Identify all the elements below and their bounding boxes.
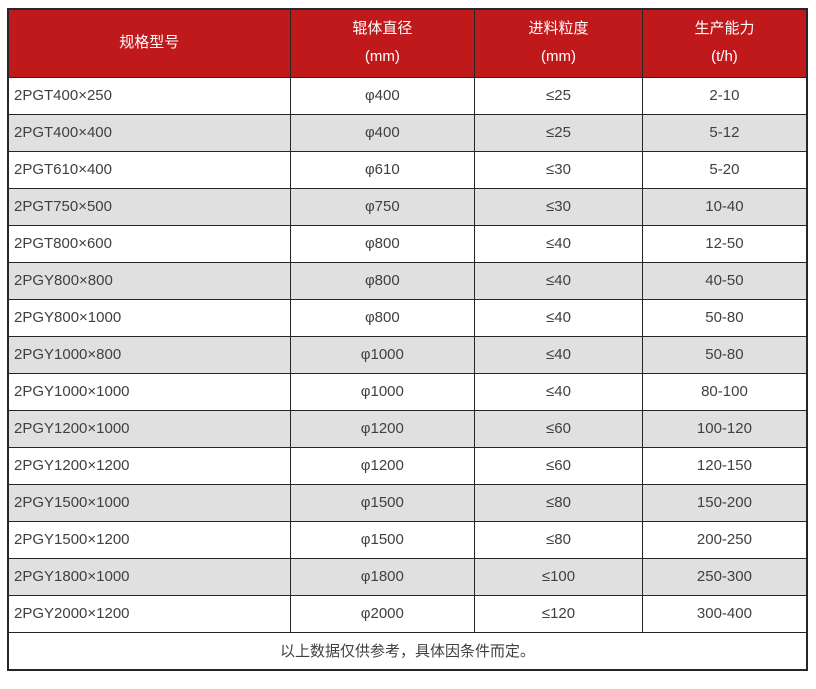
table-row: 2PGT400×250 φ400 ≤25 2-10 <box>7 76 808 115</box>
cell-capacity: 250-300 <box>641 557 808 596</box>
table-row: 2PGY800×800 φ800 ≤40 40-50 <box>7 261 808 300</box>
cell-roller-diameter: φ1200 <box>289 446 476 485</box>
table-row: 2PGT750×500 φ750 ≤30 10-40 <box>7 187 808 226</box>
cell-roller-diameter: φ800 <box>289 261 476 300</box>
cell-roller-diameter: φ1200 <box>289 409 476 448</box>
table-row: 2PGY1800×1000 φ1800 ≤100 250-300 <box>7 557 808 596</box>
table-footnote-row: 以上数据仅供参考，具体因条件而定。 <box>7 631 808 671</box>
cell-roller-diameter: φ1000 <box>289 372 476 411</box>
table-row: 2PGY1200×1200 φ1200 ≤60 120-150 <box>7 446 808 485</box>
header-cell-capacity: 生产能力 (t/h) <box>641 8 808 78</box>
table-row: 2PGT400×400 φ400 ≤25 5-12 <box>7 113 808 152</box>
cell-capacity: 200-250 <box>641 520 808 559</box>
cell-roller-diameter: φ1800 <box>289 557 476 596</box>
table-row: 2PGY1500×1200 φ1500 ≤80 200-250 <box>7 520 808 559</box>
header-capacity-title: 生产能力 <box>694 20 755 38</box>
cell-capacity: 80-100 <box>641 372 808 411</box>
cell-feed-size: ≤40 <box>474 224 643 263</box>
cell-feed-size: ≤100 <box>474 557 643 596</box>
cell-feed-size: ≤30 <box>474 150 643 189</box>
header-feed-size-unit: (mm) <box>541 48 576 66</box>
cell-feed-size: ≤40 <box>474 335 643 374</box>
cell-roller-diameter: φ400 <box>289 76 476 115</box>
header-capacity-unit: (t/h) <box>711 48 738 66</box>
footnote: 以上数据仅供参考，具体因条件而定。 <box>7 631 808 671</box>
cell-roller-diameter: φ800 <box>289 224 476 263</box>
cell-roller-diameter: φ400 <box>289 113 476 152</box>
spec-table: 规格型号 辊体直径 (mm) 进料粒度 (mm) 生产能力 (t/h) <box>7 8 808 671</box>
cell-model: 2PGT800×600 <box>7 224 291 263</box>
cell-feed-size: ≤80 <box>474 483 643 522</box>
cell-capacity: 100-120 <box>641 409 808 448</box>
cell-roller-diameter: φ1000 <box>289 335 476 374</box>
cell-capacity: 12-50 <box>641 224 808 263</box>
cell-model: 2PGY1800×1000 <box>7 557 291 596</box>
header-roller-diameter-unit: (mm) <box>364 48 400 66</box>
cell-feed-size: ≤40 <box>474 298 643 337</box>
cell-capacity: 300-400 <box>641 594 808 633</box>
table-row: 2PGT800×600 φ800 ≤40 12-50 <box>7 224 808 263</box>
table-row: 2PGY2000×1200 φ2000 ≤120 300-400 <box>7 594 808 633</box>
header-model-title: 规格型号 <box>119 34 180 52</box>
cell-feed-size: ≤40 <box>474 372 643 411</box>
cell-model: 2PGY800×800 <box>7 261 291 300</box>
cell-roller-diameter: φ750 <box>289 187 476 226</box>
table-header-row: 规格型号 辊体直径 (mm) 进料粒度 (mm) 生产能力 (t/h) <box>7 8 808 78</box>
cell-capacity: 50-80 <box>641 298 808 337</box>
cell-feed-size: ≤60 <box>474 446 643 485</box>
cell-capacity: 10-40 <box>641 187 808 226</box>
cell-model: 2PGT750×500 <box>7 187 291 226</box>
table-row: 2PGT610×400 φ610 ≤30 5-20 <box>7 150 808 189</box>
cell-model: 2PGT610×400 <box>7 150 291 189</box>
cell-model: 2PGY800×1000 <box>7 298 291 337</box>
cell-model: 2PGY1200×1000 <box>7 409 291 448</box>
cell-feed-size: ≤120 <box>474 594 643 633</box>
cell-model: 2PGT400×250 <box>7 76 291 115</box>
table-row: 2PGY1000×800 φ1000 ≤40 50-80 <box>7 335 808 374</box>
table-row: 2PGY1500×1000 φ1500 ≤80 150-200 <box>7 483 808 522</box>
table-row: 2PGY1000×1000 φ1000 ≤40 80-100 <box>7 372 808 411</box>
header-cell-roller-diameter: 辊体直径 (mm) <box>289 8 476 78</box>
header-cell-model: 规格型号 <box>7 8 291 78</box>
cell-model: 2PGY1500×1200 <box>7 520 291 559</box>
table-row: 2PGY800×1000 φ800 ≤40 50-80 <box>7 298 808 337</box>
cell-model: 2PGT400×400 <box>7 113 291 152</box>
header-feed-size-title: 进料粒度 <box>528 20 589 38</box>
cell-feed-size: ≤60 <box>474 409 643 448</box>
table-row: 2PGY1200×1000 φ1200 ≤60 100-120 <box>7 409 808 448</box>
cell-feed-size: ≤80 <box>474 520 643 559</box>
cell-feed-size: ≤25 <box>474 113 643 152</box>
cell-capacity: 5-20 <box>641 150 808 189</box>
cell-capacity: 50-80 <box>641 335 808 374</box>
cell-feed-size: ≤25 <box>474 76 643 115</box>
cell-feed-size: ≤40 <box>474 261 643 300</box>
cell-roller-diameter: φ1500 <box>289 483 476 522</box>
cell-capacity: 150-200 <box>641 483 808 522</box>
cell-roller-diameter: φ2000 <box>289 594 476 633</box>
cell-capacity: 5-12 <box>641 113 808 152</box>
cell-model: 2PGY1000×800 <box>7 335 291 374</box>
cell-capacity: 2-10 <box>641 76 808 115</box>
cell-roller-diameter: φ800 <box>289 298 476 337</box>
cell-model: 2PGY1000×1000 <box>7 372 291 411</box>
cell-model: 2PGY1200×1200 <box>7 446 291 485</box>
cell-capacity: 120-150 <box>641 446 808 485</box>
cell-capacity: 40-50 <box>641 261 808 300</box>
cell-model: 2PGY1500×1000 <box>7 483 291 522</box>
cell-feed-size: ≤30 <box>474 187 643 226</box>
cell-model: 2PGY2000×1200 <box>7 594 291 633</box>
cell-roller-diameter: φ610 <box>289 150 476 189</box>
header-cell-feed-size: 进料粒度 (mm) <box>474 8 643 78</box>
cell-roller-diameter: φ1500 <box>289 520 476 559</box>
header-roller-diameter-title: 辊体直径 <box>352 20 413 38</box>
